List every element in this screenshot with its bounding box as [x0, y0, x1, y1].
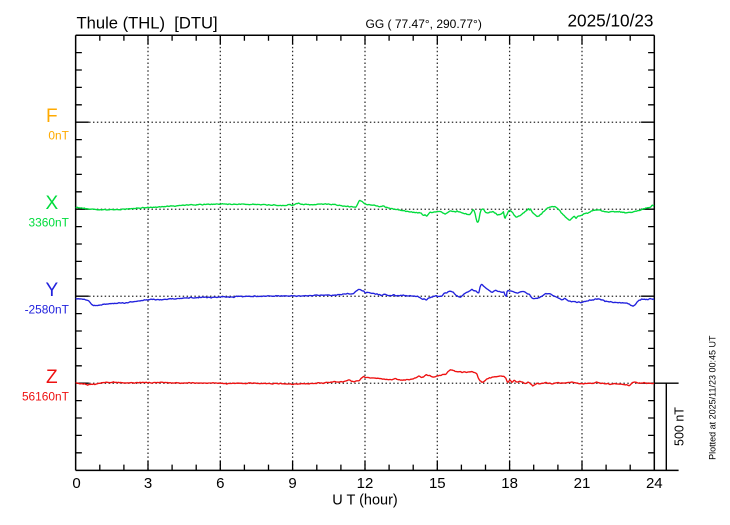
svg-text:Thule (THL) [DTU]: Thule (THL) [DTU] — [77, 13, 218, 32]
svg-text:56160nT: 56160nT — [22, 390, 69, 404]
svg-text:21: 21 — [574, 475, 591, 492]
svg-text:GG ( 77.47°, 290.77°): GG ( 77.47°, 290.77°) — [366, 17, 482, 31]
svg-text:0: 0 — [72, 475, 80, 492]
svg-text:X: X — [45, 193, 58, 214]
svg-text:3360nT: 3360nT — [29, 216, 69, 230]
svg-text:12: 12 — [357, 475, 374, 492]
svg-text:3: 3 — [144, 475, 152, 492]
svg-text:2025/10/23: 2025/10/23 — [567, 11, 653, 31]
svg-text:-2580nT: -2580nT — [25, 303, 69, 317]
svg-text:Y: Y — [45, 280, 58, 301]
svg-text:Z: Z — [46, 367, 58, 388]
svg-text:9: 9 — [288, 475, 296, 492]
svg-text:15: 15 — [429, 475, 446, 492]
svg-text:U T (hour): U T (hour) — [332, 493, 398, 509]
svg-text:0nT: 0nT — [48, 129, 69, 143]
svg-text:F: F — [46, 106, 58, 127]
svg-text:24: 24 — [646, 475, 663, 492]
svg-text:18: 18 — [501, 475, 518, 492]
svg-text:500 nT: 500 nT — [672, 407, 686, 446]
svg-text:Plotted at 2025/11/23 00:45 UT: Plotted at 2025/11/23 00:45 UT — [707, 335, 717, 460]
svg-text:6: 6 — [216, 475, 224, 492]
